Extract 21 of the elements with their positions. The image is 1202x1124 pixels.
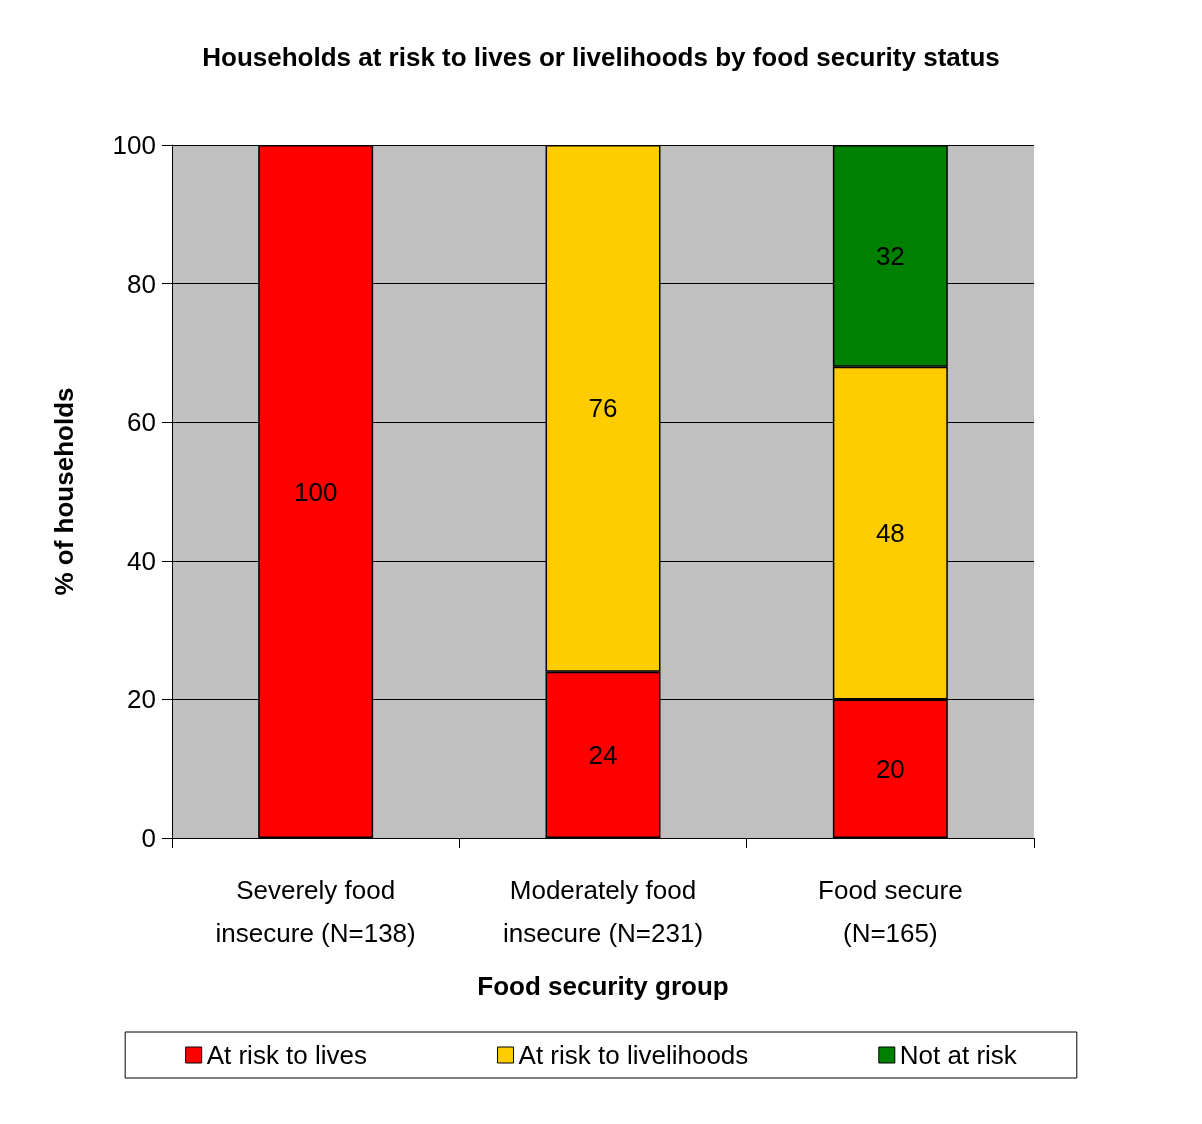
y-axis-title: % of households [49,387,79,596]
y-tick-label: 40 [127,545,156,576]
data-label: 24 [588,739,618,770]
y-tick-label: 20 [127,684,156,715]
y-tick-label: 100 [112,130,156,160]
legend-label: At risk to livelihoods [518,1040,749,1070]
y-tick-label: 60 [127,407,156,438]
x-tick-label: Food secure (N=165) [818,874,963,948]
x-tick-label: Severely food insecure (N=138) [215,874,416,948]
data-label: 48 [875,518,905,549]
legend-label: Not at risk [899,1040,1018,1070]
data-label: 76 [588,393,618,424]
chart-title: Households at risk to lives or livelihoods by food security status [202,42,1000,72]
y-tick-label: 80 [127,268,156,299]
data-label: 20 [875,753,905,784]
legend-label: At risk to lives [206,1040,368,1070]
data-label: 100 [293,476,338,507]
x-axis-title: Food security group [477,971,729,1001]
y-tick-label: 0 [141,823,156,853]
x-tick-label: Moderately food insecure (N=231) [502,874,704,948]
data-label: 32 [875,240,905,271]
